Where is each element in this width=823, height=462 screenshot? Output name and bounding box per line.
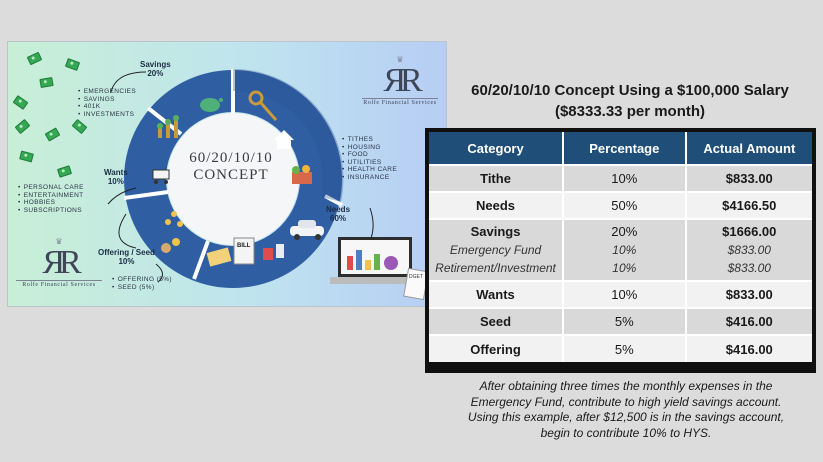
wheel-center-title: 60/20/10/10 CONCEPT <box>189 150 273 183</box>
column-header-category: Category <box>429 132 565 165</box>
crown-icon: ♛ <box>55 237 63 246</box>
wants-heading: Wants 10% <box>104 168 128 186</box>
offering-seed-list: OFFERING (5%) SEED (5%) <box>112 276 172 291</box>
company-logo: ♛ ЯR Rolfe Financial Services <box>16 238 102 288</box>
table-row: Savings Emergency Fund Retirement/Invest… <box>429 218 812 281</box>
car-icon <box>290 220 324 240</box>
column-header-amount: Actual Amount <box>685 132 812 165</box>
medicine-icon <box>263 244 284 260</box>
coins-icon <box>165 211 183 227</box>
laptop-budget-icon: DGET <box>330 237 429 301</box>
budget-infographic: BILL DGET 60/20/10/10 CONC <box>8 42 446 306</box>
budget-table-frame: Category Percentage Actual Amount Tithe … <box>425 128 816 373</box>
column-header-percentage: Percentage <box>563 132 687 165</box>
needs-heading: Needs 60% <box>326 205 351 223</box>
needs-list: TITHES HOUSING FOOD UTILITIES HEALTH CAR… <box>342 136 397 181</box>
savings-heading: Savings 20% <box>140 60 171 78</box>
piggy-bank-icon <box>200 98 223 112</box>
svg-text:DGET: DGET <box>409 274 423 280</box>
offering-seed-heading: Offering / Seed 10% <box>98 248 155 266</box>
key-icon <box>248 90 278 121</box>
table-row: Tithe 10% $833.00 <box>429 164 812 192</box>
company-logo: ♛ ЯR Rolfe Financial Services <box>362 55 438 106</box>
budget-donut-chart: BILL DGET <box>107 68 429 301</box>
credit-card-icon <box>206 247 232 267</box>
house-icon <box>274 130 294 149</box>
savings-note: After obtaining three times the monthly … <box>467 379 785 440</box>
plant-growth-icon <box>157 115 179 138</box>
table-row: Offering 5% $416.00 <box>429 334 812 362</box>
table-row: Wants 10% $833.00 <box>429 280 812 308</box>
table-row: Needs 50% $4166.50 <box>429 191 812 219</box>
budget-table: Category Percentage Actual Amount Tithe … <box>429 132 812 362</box>
page-title: 60/20/10/10 Concept Using a $100,000 Sal… <box>471 82 789 120</box>
wants-list: PERSONAL CARE ENTERTAINMENT HOBBIES SUBS… <box>18 184 84 214</box>
table-row: Seed 5% $416.00 <box>429 307 812 335</box>
svg-text:BILL: BILL <box>237 243 251 249</box>
bill-document-icon: BILL <box>233 237 255 265</box>
hand-coins-icon <box>161 238 180 253</box>
shopping-cart-icon <box>152 169 170 184</box>
savings-list: EMERGENCIES SAVINGS 401K INVESTMENTS <box>78 88 136 118</box>
grocery-basket-icon <box>292 165 312 184</box>
crown-icon: ♛ <box>396 55 404 64</box>
